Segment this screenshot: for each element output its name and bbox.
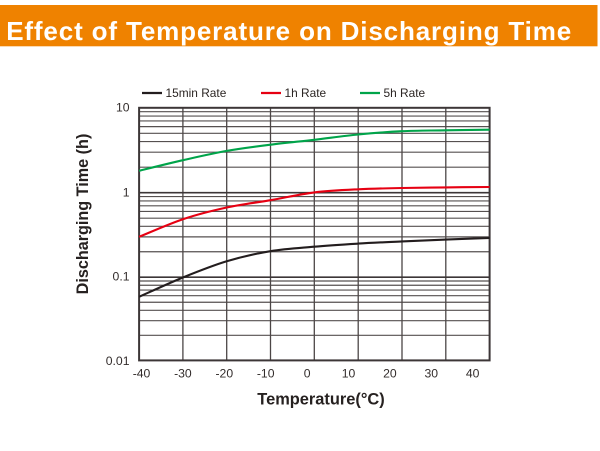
svg-text:15min Rate: 15min Rate <box>166 86 227 100</box>
svg-text:-30: -30 <box>174 367 192 381</box>
svg-text:10: 10 <box>116 100 130 114</box>
svg-text:5h Rate: 5h Rate <box>384 86 426 100</box>
svg-text:40: 40 <box>466 367 480 381</box>
svg-text:0.1: 0.1 <box>113 270 130 284</box>
svg-text:Discharging Time (h): Discharging Time (h) <box>74 134 92 295</box>
svg-text:20: 20 <box>383 367 397 381</box>
svg-text:-10: -10 <box>257 367 275 381</box>
svg-text:30: 30 <box>425 367 439 381</box>
svg-text:0: 0 <box>304 367 311 381</box>
svg-text:-40: -40 <box>133 367 151 381</box>
svg-text:Temperature(°C): Temperature(°C) <box>257 391 384 409</box>
svg-text:0.01: 0.01 <box>106 354 130 368</box>
svg-text:10: 10 <box>342 367 356 381</box>
svg-text:1: 1 <box>123 185 130 199</box>
svg-text:Effect of Temperature on Disch: Effect of Temperature on Discharging Tim… <box>6 16 571 46</box>
svg-text:-20: -20 <box>215 367 233 381</box>
svg-text:1h Rate: 1h Rate <box>285 86 327 100</box>
